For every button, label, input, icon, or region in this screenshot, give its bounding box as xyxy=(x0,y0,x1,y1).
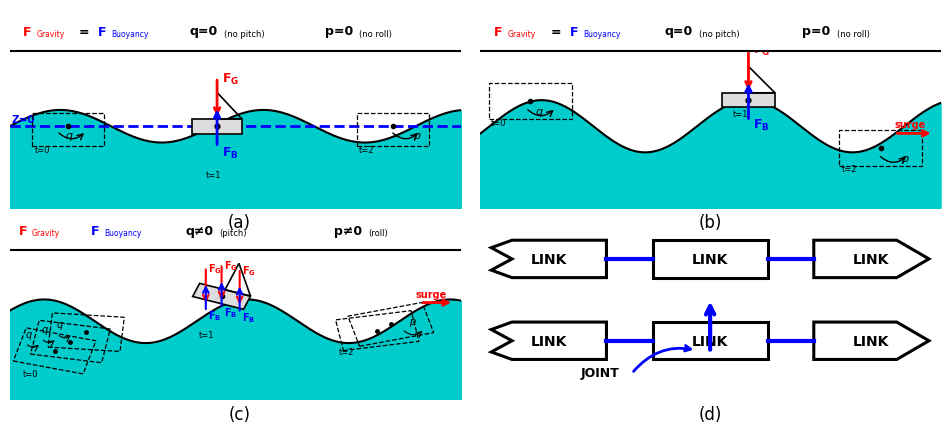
Text: (c): (c) xyxy=(228,405,251,423)
Bar xyxy=(489,84,572,120)
Text: surge: surge xyxy=(894,120,925,130)
Text: (b): (b) xyxy=(699,214,722,232)
Text: $\mathbf{F_G}$: $\mathbf{F_G}$ xyxy=(208,262,222,276)
Bar xyxy=(357,114,429,147)
Text: t=0: t=0 xyxy=(491,118,506,127)
Bar xyxy=(653,240,768,278)
Polygon shape xyxy=(193,284,251,309)
Text: (a): (a) xyxy=(228,214,251,232)
Text: $\mathbf{F_B}$: $\mathbf{F_B}$ xyxy=(224,306,238,319)
Bar xyxy=(32,114,104,147)
Text: t=1: t=1 xyxy=(206,171,221,179)
Text: Buoyancy: Buoyancy xyxy=(104,228,142,237)
Text: p≠0: p≠0 xyxy=(334,224,363,237)
Text: q=0: q=0 xyxy=(190,26,218,38)
Text: $\mathbf{F_G}$: $\mathbf{F_G}$ xyxy=(224,259,238,273)
Text: q: q xyxy=(57,320,63,330)
Polygon shape xyxy=(491,240,606,278)
Polygon shape xyxy=(192,120,242,134)
Text: t=2: t=2 xyxy=(842,165,857,174)
Text: q: q xyxy=(41,325,48,335)
Text: p: p xyxy=(902,154,908,164)
Text: (d): (d) xyxy=(699,405,722,423)
Text: surge: surge xyxy=(416,289,446,299)
Text: $\mathbf{F_G}$: $\mathbf{F_G}$ xyxy=(221,72,238,87)
Text: p=0: p=0 xyxy=(325,26,353,38)
Text: t=0: t=0 xyxy=(34,145,49,155)
Text: t=2: t=2 xyxy=(339,347,354,356)
Text: LINK: LINK xyxy=(853,334,889,348)
Text: $\mathbf{F_G}$: $\mathbf{F_G}$ xyxy=(242,263,256,277)
Text: (pitch): (pitch) xyxy=(219,228,247,237)
Text: Z=0: Z=0 xyxy=(11,115,35,125)
Text: p: p xyxy=(408,317,415,327)
Text: =: = xyxy=(80,26,94,39)
Text: Buoyancy: Buoyancy xyxy=(111,30,148,39)
Text: Gravity: Gravity xyxy=(507,30,536,39)
Text: p: p xyxy=(413,130,421,140)
Text: p=0: p=0 xyxy=(802,26,830,38)
Text: q=0: q=0 xyxy=(664,26,693,38)
Text: F: F xyxy=(494,26,502,39)
Bar xyxy=(839,131,922,167)
Text: F: F xyxy=(91,225,99,238)
Text: t=1: t=1 xyxy=(200,330,215,339)
Polygon shape xyxy=(722,94,775,108)
Text: $\mathbf{F_B}$: $\mathbf{F_B}$ xyxy=(221,145,238,160)
Text: $\mathbf{F_G}$: $\mathbf{F_G}$ xyxy=(753,43,770,58)
Text: JOINT: JOINT xyxy=(581,366,619,379)
Text: (no roll): (no roll) xyxy=(359,30,392,39)
Text: q≠0: q≠0 xyxy=(185,224,214,237)
Text: F: F xyxy=(18,225,27,238)
Text: (no pitch): (no pitch) xyxy=(698,30,739,39)
Text: Gravity: Gravity xyxy=(32,228,60,237)
Text: t=0: t=0 xyxy=(23,369,39,378)
Text: LINK: LINK xyxy=(531,252,567,266)
Text: F: F xyxy=(23,26,31,39)
Text: $\mathbf{F_B}$: $\mathbf{F_B}$ xyxy=(242,310,256,324)
Text: LINK: LINK xyxy=(692,252,729,266)
Text: (roll): (roll) xyxy=(369,228,388,237)
Text: LINK: LINK xyxy=(692,334,729,348)
Bar xyxy=(653,322,768,360)
Text: F: F xyxy=(570,26,579,39)
Text: LINK: LINK xyxy=(853,252,889,266)
Text: q: q xyxy=(535,107,542,117)
Text: (no roll): (no roll) xyxy=(837,30,869,39)
Text: t=2: t=2 xyxy=(359,145,374,155)
Text: F: F xyxy=(98,26,106,39)
Text: t=1: t=1 xyxy=(732,109,748,118)
Text: $\mathbf{F_B}$: $\mathbf{F_B}$ xyxy=(753,118,770,133)
Polygon shape xyxy=(814,240,929,278)
Text: Buoyancy: Buoyancy xyxy=(583,30,620,39)
Text: q: q xyxy=(66,130,73,140)
Polygon shape xyxy=(491,322,606,360)
Polygon shape xyxy=(814,322,929,360)
Text: LINK: LINK xyxy=(531,334,567,348)
Text: =: = xyxy=(551,26,566,39)
Text: Gravity: Gravity xyxy=(36,30,65,39)
Text: (no pitch): (no pitch) xyxy=(224,30,264,39)
Text: $\mathbf{F_B}$: $\mathbf{F_B}$ xyxy=(208,309,221,322)
Text: q: q xyxy=(26,329,31,339)
